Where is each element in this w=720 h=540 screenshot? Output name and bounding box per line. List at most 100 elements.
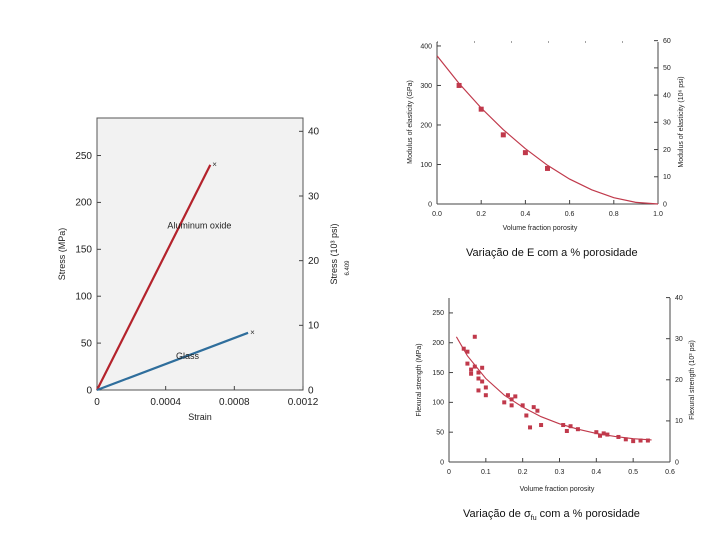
x-tick-label: 0.8: [609, 211, 619, 218]
fit-curve-group: [436, 55, 659, 205]
y-tick-label: 200: [432, 340, 444, 347]
data-point: [623, 437, 628, 442]
x-axis-label: Strain: [188, 412, 212, 422]
x-tick-label: 0.6: [565, 211, 575, 218]
x-tick-label: 0.3: [555, 469, 565, 476]
data-point: [502, 400, 507, 405]
x-tick-label: 0.5: [628, 469, 638, 476]
caption-sigma: σ: [523, 508, 531, 520]
data-point: [522, 150, 528, 156]
right-axis-ticks: 0 10 20 30 40 50 60: [654, 38, 671, 208]
y-tick-label: 0: [428, 201, 432, 208]
data-point: [469, 367, 474, 372]
flexural-strength-chart: 0 0.1 0.2 0.3 0.4 0.5 0.6 0 50 100 150 200 250 0 10 2…: [416, 295, 696, 493]
fracture-mark: ×: [212, 160, 217, 169]
x-tick-label: 0.4: [591, 469, 601, 476]
right-tick-label: 40: [663, 92, 671, 99]
right-axis-label: Flexural strength (10³ psi): [689, 340, 696, 420]
data-point: [472, 334, 477, 339]
right-tick-label: 30: [663, 120, 671, 127]
data-point: [568, 424, 573, 429]
series-label: Aluminum oxide: [167, 221, 231, 231]
data-point: [478, 106, 484, 112]
data-point: [476, 370, 481, 375]
data-point: [545, 165, 550, 171]
data-points: [461, 334, 650, 444]
data-point: [528, 425, 533, 430]
side-code: 6.409: [345, 260, 351, 276]
data-point: [480, 365, 485, 370]
x-tick-label: 0.1: [481, 469, 491, 476]
x-tick-label: 0.0012: [288, 397, 319, 408]
right-axis-label: Stress (10³ psi): [329, 223, 339, 284]
right-tick-label: 20: [663, 147, 671, 154]
data-point: [605, 432, 610, 437]
data-point: [524, 413, 529, 418]
right-tick-label: 20: [308, 256, 320, 267]
series-group: × Aluminum oxide × Glass: [96, 160, 255, 392]
data-point: [645, 438, 650, 443]
data-point: [461, 346, 466, 351]
right-tick-label: 10: [308, 321, 320, 332]
data-point: [638, 438, 643, 443]
data-point: [520, 403, 525, 408]
data-point: [483, 393, 488, 398]
data-point: [535, 408, 540, 413]
data-point: [472, 364, 477, 369]
data-point: [476, 376, 481, 381]
data-point: [483, 385, 488, 390]
data-point: [513, 394, 518, 399]
y-axis-label: Flexural strength (MPa): [416, 343, 423, 416]
data-point: [465, 361, 470, 366]
right-tick-label: 0: [675, 459, 679, 466]
x-axis-label: Volume fraction porosity: [520, 486, 595, 493]
right-tick-label: 10: [675, 418, 683, 425]
data-point: [531, 405, 536, 410]
x-axis-label: Volume fraction porosity: [503, 225, 578, 232]
y-tick-label: 200: [420, 122, 432, 129]
data-point: [561, 423, 566, 428]
right-tick-label: 30: [675, 336, 683, 343]
data-point: [564, 428, 569, 433]
y-tick-label: 50: [436, 430, 444, 437]
data-point: [509, 403, 514, 408]
right-tick-label: 50: [663, 65, 671, 72]
right-tick-label: 0: [663, 201, 667, 208]
y-tick-label: 100: [420, 162, 432, 169]
data-point: [575, 427, 580, 432]
x-tick-label: 0.0004: [150, 397, 181, 408]
modulus-porosity-chart: 0.0 0.2 0.4 0.6 0.8 1.0 0 100 200 300 400 0 10 20 30…: [407, 38, 685, 232]
x-tick-label: 0: [94, 397, 100, 408]
y-tick-label: 250: [75, 151, 92, 162]
y-tick-label: 100: [432, 400, 444, 407]
x-tick-label: 0.2: [476, 211, 486, 218]
data-point: [539, 423, 544, 428]
x-tick-label: 1.0: [653, 211, 663, 218]
y-tick-label: 400: [420, 43, 432, 50]
right-tick-label: 30: [308, 191, 320, 202]
caption-subscript: fu: [530, 515, 537, 523]
data-point: [594, 430, 599, 435]
plot-area: [96, 117, 304, 391]
x-tick-label: 0.4: [521, 211, 531, 218]
right-tick-label: 20: [675, 377, 683, 384]
caption-modulus: Variação de E com a % porosidade: [466, 247, 638, 259]
data-point: [631, 439, 636, 444]
data-point: [500, 132, 506, 138]
fit-curve: [436, 55, 659, 205]
x-axis-ticks: 0 0.0004 0.0008 0.0012: [94, 386, 319, 408]
right-axis-label: Modulus of elasticity (10⁶ psi): [678, 76, 685, 167]
y-tick-label: 50: [81, 338, 93, 349]
data-point: [616, 434, 621, 439]
y-axis-ticks: 0 100 200 300 400: [420, 43, 441, 208]
stress-strain-chart: 0 0.0004 0.0008 0.0012 0 50 100 150 200 250 0 10 2…: [57, 117, 351, 422]
data-point: [480, 379, 485, 384]
data-point: [469, 371, 474, 376]
x-tick-label: 0.0: [432, 211, 442, 218]
data-point: [456, 82, 462, 88]
right-tick-label: 10: [663, 174, 671, 181]
y-tick-label: 0: [86, 385, 92, 396]
data-point: [598, 433, 603, 438]
fracture-mark: ×: [250, 328, 255, 337]
right-axis-ticks: 0 10 20 30 40: [299, 127, 320, 396]
